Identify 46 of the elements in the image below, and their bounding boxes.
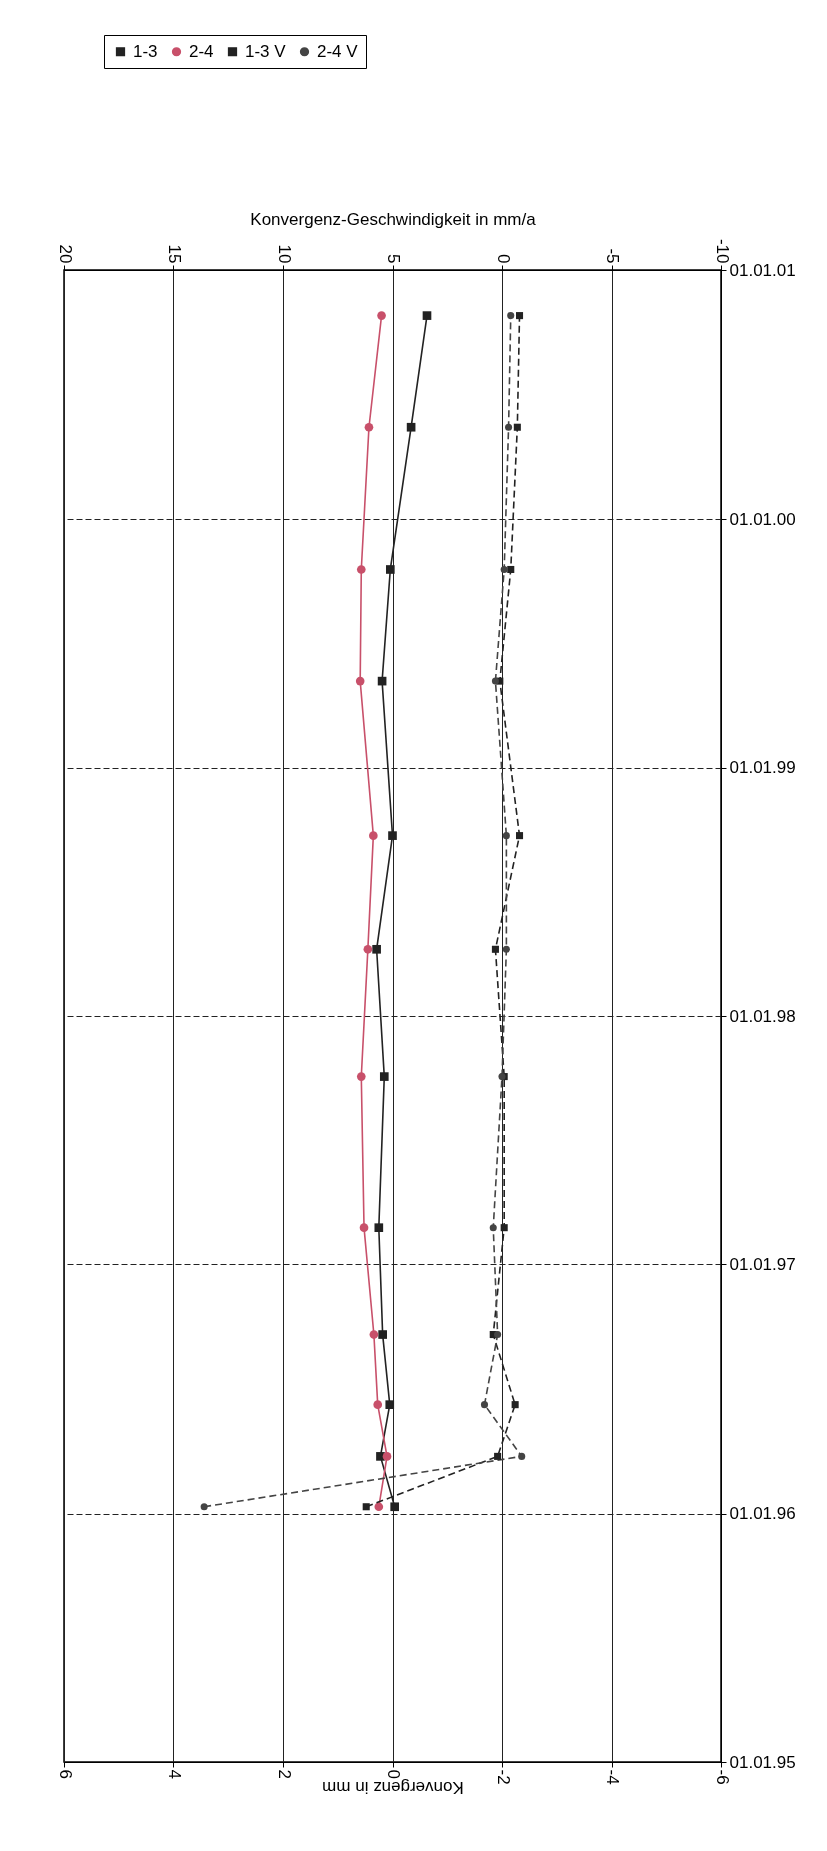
y-tick-label: 01.01.98 [729,1006,796,1026]
point [489,1224,497,1232]
y-tick-label: 01.01.00 [729,509,796,529]
point [515,312,524,320]
x2-tick-label: 5 [384,254,403,264]
x-tick-label: 6 [55,1769,75,1779]
y-tick-label: 01.01.01 [729,260,796,280]
x2-tick-label: 20 [55,244,75,264]
x-tick-label: -2 [493,1769,513,1785]
point [513,423,521,431]
point [502,945,510,953]
point [494,1331,502,1339]
legend-label: 2-4 V [317,41,359,61]
point [200,1503,208,1511]
legend-label: 1-3 V [245,41,287,61]
point [511,1401,519,1409]
y-tick-label: 01.01.95 [729,1752,796,1772]
legend-label: 2-4 [189,41,214,61]
x-tick-label: -6 [712,1769,732,1785]
x-tick-label: -4 [603,1769,622,1785]
point [518,1452,526,1460]
point [500,565,508,574]
point [494,1452,502,1460]
point [507,565,515,574]
x2-tick-label: -5 [603,248,622,264]
x2-tick-label: 0 [493,254,513,264]
point [491,677,499,685]
point [515,832,524,840]
y-tick-label: 01.01.96 [729,1504,796,1524]
y-tick-label: 01.01.99 [729,758,796,778]
x2-tick-label: 10 [274,244,294,264]
point [362,1503,370,1511]
x-tick-label: 2 [274,1769,294,1779]
point [491,945,499,953]
y-tick-label: 01.01.97 [729,1254,796,1274]
x-tick-label: 0 [384,1769,403,1779]
x2-tick-label: 15 [165,244,184,264]
point [502,832,510,840]
point [505,423,513,431]
x2-axis-title: Konvergenz-Geschwindigkeit in mm/a [250,209,537,229]
point [500,1224,508,1232]
legend-label: 1-3 [133,41,158,61]
point [507,312,515,320]
x-tick-label: 4 [165,1769,184,1779]
point [480,1401,489,1409]
x2-tick-label: -10 [712,238,732,264]
